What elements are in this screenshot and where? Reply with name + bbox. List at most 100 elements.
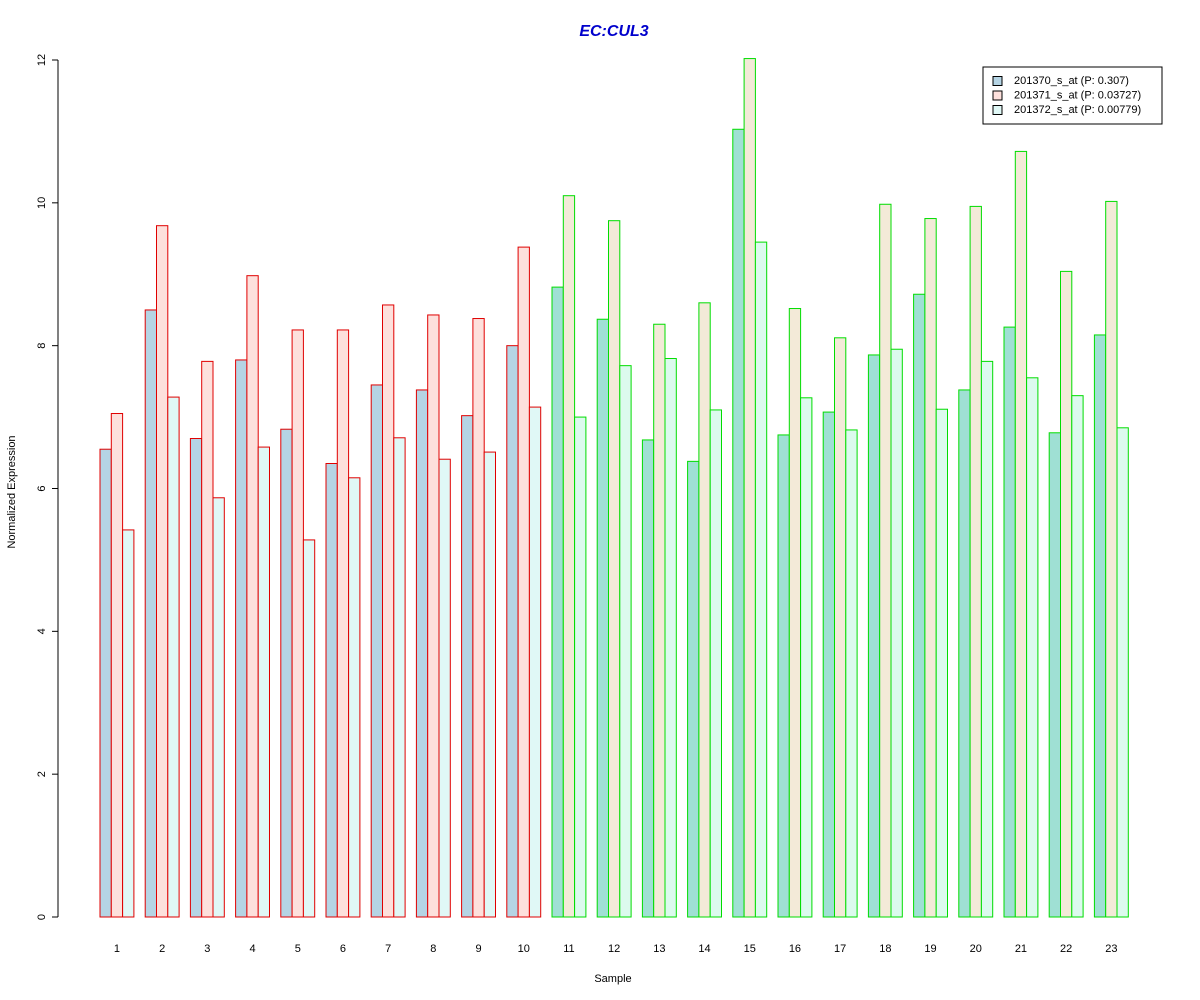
bar (788, 308, 802, 918)
bar (483, 451, 497, 918)
x-tick-label: 7 (385, 943, 391, 955)
bar (1093, 334, 1107, 918)
bar (969, 205, 982, 918)
bar (890, 348, 903, 918)
x-tick-label: 16 (789, 943, 801, 955)
bar (201, 360, 214, 918)
bar (754, 241, 768, 918)
x-tick-label: 9 (475, 943, 481, 955)
x-tick-label: 18 (879, 943, 891, 955)
x-tick-label: 22 (1060, 943, 1072, 955)
y-axis: 0 2 4 6 8 10 12 (36, 54, 59, 920)
bar (110, 413, 124, 918)
bar (619, 365, 632, 918)
y-tick-label: 8 (36, 343, 48, 349)
bar (438, 458, 451, 918)
bar (822, 411, 836, 918)
x-tick-label: 14 (698, 943, 710, 955)
x-tick-label: 13 (653, 943, 665, 955)
bar (280, 428, 293, 918)
x-tick-label: 5 (295, 943, 301, 955)
bar (528, 406, 542, 918)
bar (1116, 427, 1129, 918)
bar (958, 389, 971, 918)
x-tick-label: 1 (114, 943, 120, 955)
bar (834, 337, 847, 918)
bar (608, 220, 621, 918)
bar (415, 389, 429, 918)
bar (427, 314, 440, 918)
legend-swatch (992, 105, 1003, 115)
legend-entry: 201372_s_at (P: 0.00779) (1014, 104, 1141, 116)
x-tick-label: 6 (340, 943, 346, 955)
y-axis-title: Normalized Expression (6, 435, 18, 548)
bar (913, 293, 926, 918)
bar (867, 354, 881, 918)
y-tick-label: 0 (36, 914, 48, 920)
bar (156, 225, 169, 918)
bar (1048, 432, 1061, 918)
x-tick-label: 2 (159, 943, 165, 955)
bar (743, 58, 756, 918)
bar (980, 360, 994, 918)
legend: 201370_s_at (P: 0.307) 201371_s_at (P: 0.… (982, 66, 1163, 125)
bar (1014, 150, 1028, 918)
y-tick-label: 2 (36, 771, 48, 777)
bar (1060, 270, 1073, 918)
x-tick-label: 19 (924, 943, 936, 955)
x-tick-label: 23 (1105, 943, 1117, 955)
bar (235, 359, 248, 918)
bar (472, 318, 485, 918)
bar (1105, 200, 1118, 918)
bar (641, 439, 655, 918)
bars (99, 58, 1129, 918)
bar (845, 429, 858, 918)
bar (551, 286, 564, 918)
bar (664, 358, 677, 918)
bar (924, 218, 937, 918)
legend-box (982, 66, 1163, 125)
bar (348, 477, 361, 918)
bar (393, 437, 406, 918)
bar (517, 246, 530, 918)
bar (302, 539, 316, 918)
legend-swatch (992, 90, 1003, 101)
y-tick-label: 4 (36, 628, 48, 634)
bar (709, 409, 723, 918)
bar (382, 304, 395, 918)
bar (325, 463, 338, 918)
bar (698, 302, 711, 918)
x-tick-label: 17 (834, 943, 846, 955)
bar (122, 529, 135, 918)
x-tick-label: 10 (518, 943, 530, 955)
y-tick-label: 12 (36, 54, 48, 66)
bar (167, 396, 180, 918)
x-tick-labels: 1 2 3 4 5 6 7 8 9 10 11 12 13 14 15 16 17 18 19 20 21 22 23 (114, 943, 1118, 955)
bar (1071, 395, 1084, 918)
bar (291, 329, 304, 918)
bar (777, 434, 790, 918)
bar (653, 323, 666, 918)
x-tick-label: 8 (430, 943, 436, 955)
x-tick-label: 4 (249, 943, 255, 955)
bar (189, 438, 203, 918)
x-tick-label: 11 (563, 943, 574, 955)
bar (935, 408, 949, 918)
bar (879, 203, 892, 918)
bar (574, 416, 587, 918)
bar (99, 448, 112, 918)
x-tick-label: 21 (1015, 943, 1027, 955)
bar (596, 318, 610, 918)
legend-swatch (992, 76, 1003, 86)
bar (246, 275, 259, 918)
bar (732, 128, 745, 918)
x-axis-title: Sample (594, 973, 631, 985)
x-tick-label: 15 (744, 943, 756, 955)
bar (506, 345, 519, 918)
bar (687, 460, 700, 918)
bar (1026, 377, 1039, 918)
bar (336, 329, 350, 918)
bar (212, 497, 225, 918)
chart-title: EC:CUL3 (579, 23, 648, 40)
